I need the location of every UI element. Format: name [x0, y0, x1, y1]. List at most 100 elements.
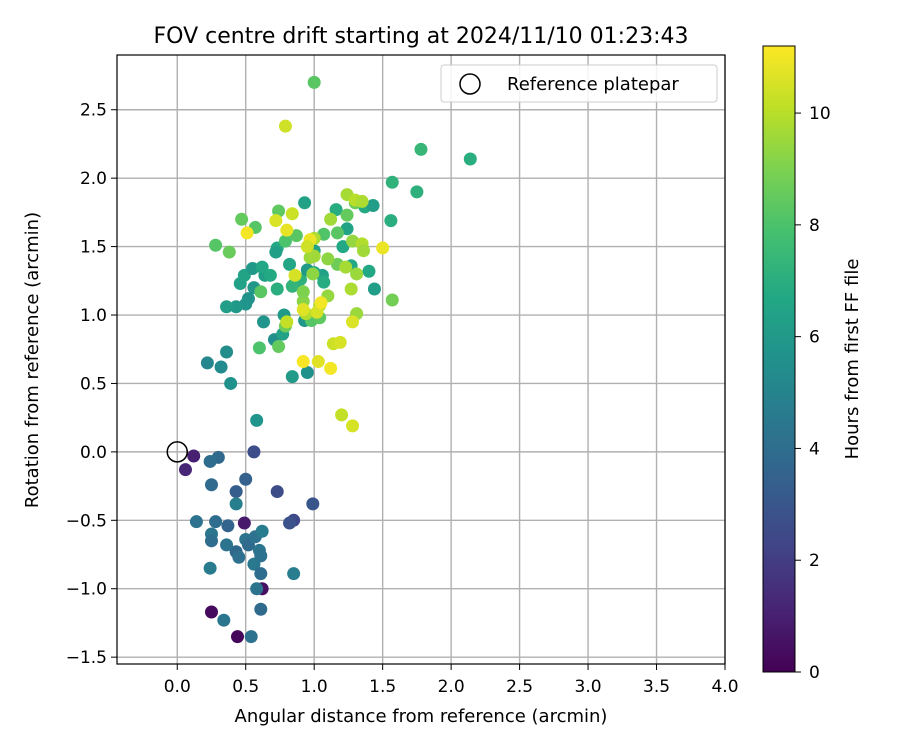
data-point [229, 300, 243, 314]
data-point [321, 252, 335, 266]
plot-frame [116, 54, 726, 665]
data-point [204, 478, 218, 492]
data-point [384, 214, 398, 228]
data-point [209, 238, 223, 252]
data-point [414, 142, 428, 156]
data-point [285, 279, 299, 293]
data-point [203, 454, 217, 468]
data-point [235, 212, 249, 226]
y-tick-label: −0.5 [66, 511, 107, 531]
y-tick-label: 2.0 [80, 169, 107, 189]
colorbar-tick-label: 2 [809, 551, 820, 571]
x-tick-label: 0.0 [164, 677, 191, 697]
x-tick-label: 1.5 [369, 677, 396, 697]
data-point [410, 185, 424, 199]
data-point [255, 260, 269, 274]
y-tick-label: 1.5 [80, 238, 107, 258]
y-tick-label: 0.5 [80, 374, 107, 394]
x-tick-label: 1.0 [301, 677, 328, 697]
data-point [222, 245, 236, 259]
data-point [250, 413, 264, 427]
chart-title: FOV centre drift starting at 2024/11/10 … [154, 24, 689, 49]
data-point [272, 339, 286, 353]
data-point [376, 241, 390, 255]
data-point [244, 630, 258, 644]
data-point [283, 257, 297, 271]
colorbar-tick-label: 4 [809, 439, 820, 459]
x-tick-label: 4.0 [711, 677, 738, 697]
data-point [296, 355, 310, 369]
data-point [270, 485, 284, 499]
data-point [340, 208, 354, 222]
data-point [224, 376, 238, 390]
data-point [463, 152, 477, 166]
data-point [346, 419, 360, 433]
data-point [229, 497, 243, 511]
data-point [298, 196, 312, 210]
data-point [269, 245, 283, 259]
data-point [314, 296, 328, 310]
colorbar-ticks: 0 2 4 6 8 10 [795, 104, 831, 683]
x-axis-ticks: 0.0 0.5 1.0 1.5 2.0 2.5 3.0 3.5 4.0 [164, 664, 739, 697]
colorbar-gradient [762, 45, 796, 673]
y-axis-ticks: −1.5 −1.0 −0.5 0.0 0.5 1.0 1.5 2.0 2.5 [66, 101, 117, 668]
data-point [280, 315, 294, 329]
data-point [307, 249, 321, 263]
data-point [329, 203, 343, 217]
data-point [270, 282, 284, 296]
data-point [324, 361, 338, 375]
x-tick-label: 3.5 [643, 677, 670, 697]
reference-platepar-circle [166, 441, 189, 463]
data-point [306, 267, 320, 281]
data-point [250, 582, 264, 596]
colorbar-tick-label: 0 [809, 663, 820, 683]
legend: Reference platepar [440, 64, 718, 103]
data-point [254, 567, 268, 581]
data-point [231, 630, 245, 644]
y-axis-label: Rotation from reference (arcmin) [22, 212, 43, 508]
data-point [285, 207, 299, 221]
data-point [335, 408, 349, 422]
data-point [237, 516, 251, 530]
data-point [344, 282, 358, 296]
colorbar-tick-label: 6 [809, 328, 820, 348]
data-point [221, 519, 235, 533]
data-point [306, 497, 320, 511]
x-tick-label: 2.5 [506, 677, 533, 697]
y-tick-label: −1.5 [66, 648, 107, 668]
data-point [300, 240, 314, 254]
data-point [385, 293, 399, 307]
legend-box [440, 64, 718, 103]
data-point [278, 119, 292, 133]
x-tick-label: 0.5 [232, 677, 259, 697]
colorbar-tick-label: 8 [809, 216, 820, 236]
data-point [311, 355, 325, 369]
data-point [333, 335, 347, 349]
data-point [246, 261, 260, 275]
y-tick-label: −1.0 [66, 580, 107, 600]
x-tick-label: 3.0 [575, 677, 602, 697]
data-point [220, 538, 234, 552]
data-point [296, 303, 310, 317]
legend-marker-circle [459, 73, 481, 95]
data-point [247, 557, 261, 571]
data-point [287, 567, 301, 581]
data-point [296, 285, 310, 299]
data-point [300, 366, 314, 380]
data-point [204, 534, 218, 548]
data-point [283, 516, 297, 530]
data-point [189, 515, 203, 529]
data-point [339, 260, 353, 274]
data-point [350, 267, 364, 281]
data-point [217, 613, 231, 627]
data-point [229, 485, 243, 499]
data-point [307, 75, 321, 89]
data-point [203, 561, 217, 575]
data-point [232, 550, 246, 564]
data-point [220, 345, 234, 359]
data-point [289, 229, 303, 243]
data-point [178, 463, 192, 477]
data-point [254, 602, 268, 616]
reference-marker [166, 441, 189, 463]
